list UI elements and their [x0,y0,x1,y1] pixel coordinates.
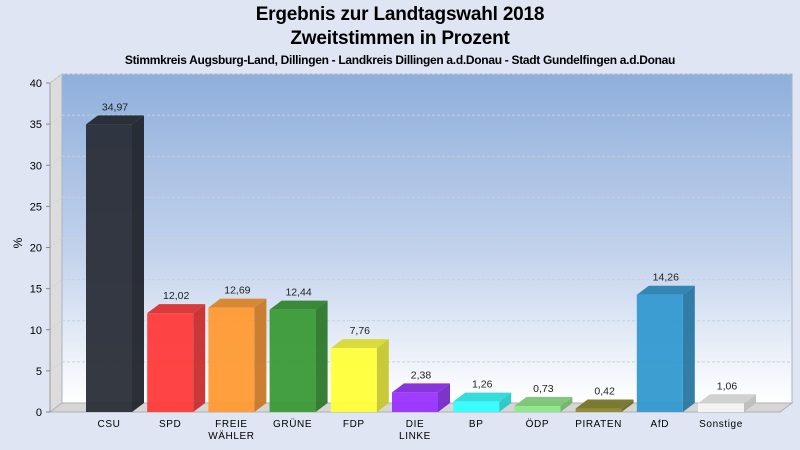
bar-die-linke: 2,38 [392,369,450,412]
x-tick-label: PIRATEN [575,419,622,430]
bar-side [499,392,512,412]
y-tick-label: 5 [36,366,42,378]
y-tick-label: 25 [30,201,42,213]
data-label: 2,38 [411,369,432,381]
bar-side [132,115,144,412]
bar-top [698,394,756,404]
bar-front [453,401,500,412]
bar-fdp: 7,76 [330,325,389,412]
gridline-wall [49,320,63,331]
bar-front [514,405,561,412]
bar-grüne: 12,44 [269,287,328,412]
bar-piraten: 0,42 [575,386,634,412]
x-tick-label: GRÜNE [273,418,312,430]
data-label: 14,26 [653,272,679,284]
bar-front [636,294,683,412]
bar-front [208,307,255,412]
x-axis-labels: CSU SPD FREIE WÄHLER GRÜNE FDP DIE LINKE BP ÖDP PI… [98,418,743,442]
x-tick-label: ÖDP [526,418,549,430]
bar-front [392,392,438,412]
bar-side [682,285,695,412]
bar-top [208,298,267,308]
x-tick-label: SPD [159,419,181,430]
bar-front [86,124,132,412]
bar-sonstige: 1,06 [698,380,756,412]
bar-side [254,298,267,412]
chart-region-subtitle: Stimmkreis Augsburg-Land, Dillingen - La… [124,53,676,67]
y-tick-label: 10 [30,325,42,337]
y-tick-label: 0 [36,407,42,419]
bar-top [86,115,144,125]
bar-freie-wähler: 12,69 [208,285,267,412]
data-label: 34,97 [102,101,128,113]
data-label: 1,06 [717,380,738,392]
y-tick-label: 15 [30,284,42,296]
data-label: 12,69 [224,285,250,297]
bar-front [698,403,744,412]
data-label: 1,26 [472,379,493,391]
x-tick-label: FDP [343,419,365,430]
data-label: 0,73 [533,383,554,395]
data-label: 12,02 [163,290,189,302]
bar-top [575,399,634,409]
gridline-wall [49,114,63,125]
bar-side [744,394,756,412]
x-tick-label: AfD [651,419,669,430]
bar-top [636,285,695,295]
y-axis: 0 5 10 15 20 25 30 35 40 [30,78,51,419]
x-tick-label: FREIE WÄHLER [208,419,254,442]
bar-ödp: 0,73 [514,383,573,412]
bars: 34,97 12,02 12,69 12,44 7,76 2,38 1,26 0,73 0,42… [86,101,756,412]
gridline-wall [49,361,63,372]
bar-side [376,339,389,412]
bar-side [193,304,206,412]
bar-top [453,392,512,402]
chart-subtitle: Zweitstimmen in Prozent [290,28,510,49]
data-label: 0,42 [594,386,615,398]
y-tick-label: 20 [30,243,42,255]
bar-bp: 1,26 [453,379,512,412]
y-tick-label: 40 [30,78,42,90]
gridline-wall [49,155,63,166]
gridline-wall [49,196,63,207]
x-tick-label: DIE LINKE [399,419,431,442]
bar-side [315,300,328,412]
bar-side [438,383,450,412]
bar-top [269,300,328,310]
bar-top [392,383,450,393]
chart-title: Ergebnis zur Landtagswahl 2018 [255,4,545,25]
bar-side [621,399,634,412]
x-tick-label: BP [469,419,484,430]
bar-front [575,408,622,412]
data-label: 12,44 [285,287,311,299]
bar-top [147,304,206,314]
bar-front [269,309,316,412]
bar-top [514,396,573,406]
bar-side [560,396,573,412]
y-tick-label: 30 [30,160,42,172]
data-label: 7,76 [350,325,371,337]
gridline-wall [49,73,63,84]
gridline-wall [49,238,63,248]
bar-csu: 34,97 [86,101,144,412]
x-tick-label: Sonstige [699,419,743,430]
x-tick-label: CSU [98,419,121,430]
bar-afd: 14,26 [636,272,695,412]
left-wall [49,73,63,413]
y-axis-label: % [11,237,25,248]
bar-spd: 12,02 [147,290,206,412]
gridline-wall [49,279,63,290]
bar-top [330,339,389,349]
bar-front [147,313,194,412]
bar-front [330,348,377,412]
y-tick-label: 35 [30,119,42,131]
